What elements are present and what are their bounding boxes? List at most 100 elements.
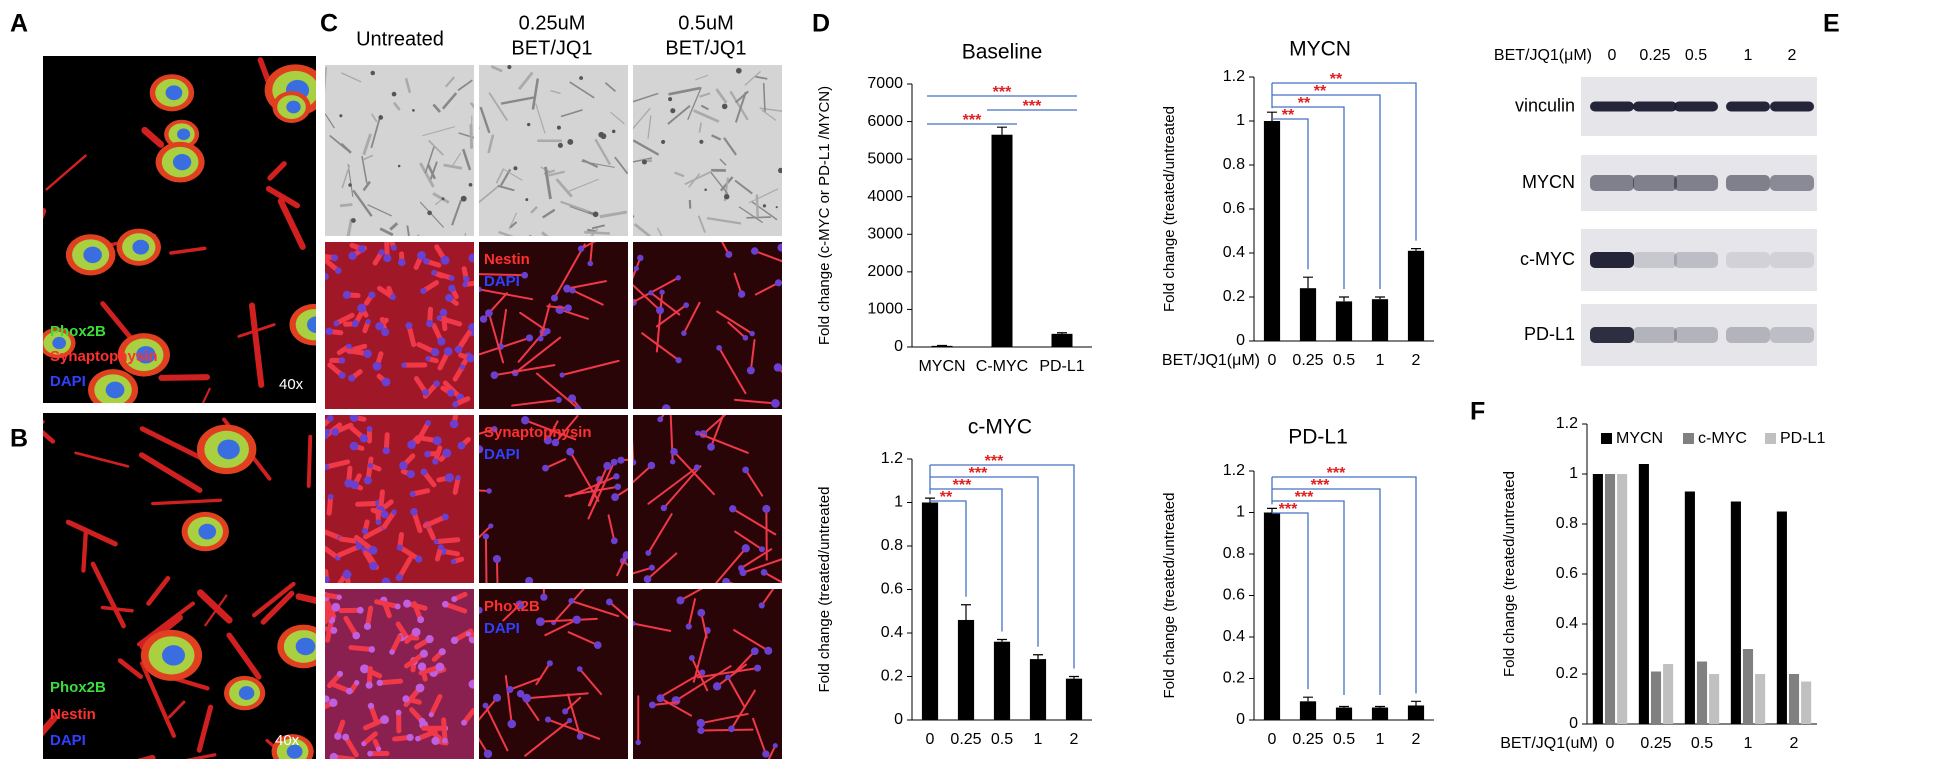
stain-label: Synaptophysin [484, 424, 592, 441]
cell-process [690, 656, 709, 692]
nucleus [466, 354, 474, 363]
cell-outline [560, 200, 589, 213]
nucleus [423, 258, 430, 265]
nucleus [697, 726, 705, 735]
cell-process [580, 242, 596, 250]
nucleus [482, 533, 490, 540]
nucleus [430, 348, 440, 357]
cell-process [348, 645, 375, 652]
nucleus [378, 249, 385, 256]
cell-process [479, 524, 492, 539]
nucleus [406, 733, 414, 742]
cell-process [742, 558, 782, 574]
nucleus [559, 372, 565, 378]
nucleus [327, 493, 334, 500]
image-background [633, 589, 782, 759]
debris [557, 142, 563, 148]
nucleus [742, 335, 749, 341]
panel-label: E [1823, 10, 1840, 38]
blot-row-label: MYCN [1522, 172, 1575, 192]
nucleus [567, 717, 573, 724]
error-bar [1339, 296, 1349, 302]
nucleus [521, 271, 529, 279]
nucleus [746, 366, 755, 375]
nucleus [750, 247, 759, 255]
cell-process [504, 675, 513, 725]
nucleus [683, 302, 690, 308]
x-tick-label: 2 [1412, 352, 1421, 369]
x-tick-label: 0 [1606, 735, 1615, 752]
nucleus [367, 702, 375, 710]
nucleus [729, 505, 737, 513]
significance-bracket [1272, 118, 1309, 270]
nucleus [762, 504, 771, 513]
band [1590, 175, 1634, 191]
cell-process [333, 312, 355, 326]
nucleus [442, 737, 448, 744]
cell-outline [457, 79, 473, 92]
cell-outline [734, 179, 753, 195]
nucleus [342, 290, 351, 299]
nucleus [643, 575, 652, 583]
stain-label: Phox2B [50, 323, 106, 340]
cell-process [578, 668, 603, 696]
debris [775, 206, 778, 209]
nucleus [403, 599, 412, 608]
nucleus [419, 649, 428, 658]
nucleus [390, 244, 397, 251]
cell-process [325, 545, 341, 561]
nucleus [451, 596, 458, 603]
nucleus [659, 289, 665, 295]
nucleus [198, 523, 217, 540]
nucleus [675, 357, 682, 364]
band [1770, 101, 1814, 112]
bar [1776, 511, 1787, 724]
x-tick-label: 0 [1268, 352, 1277, 369]
cell-outline [700, 104, 709, 111]
cell-outline [711, 134, 722, 141]
nucleus [546, 660, 553, 667]
micrograph [43, 413, 316, 759]
nucleus [543, 436, 552, 445]
nucleus [432, 436, 442, 446]
stain-label: DAPI [484, 273, 520, 290]
nucleus [361, 528, 369, 535]
nucleus [356, 606, 364, 614]
nucleus [325, 272, 329, 280]
nucleus [577, 245, 585, 253]
nucleus [361, 741, 367, 747]
x-tick-label: 0.25 [1292, 731, 1323, 748]
debris [735, 67, 742, 74]
x-tick-label: 1 [1744, 735, 1753, 752]
nucleus [544, 716, 552, 723]
neurite [81, 530, 88, 573]
x-tick-label: 2 [1412, 731, 1421, 748]
lane-label: 0 [1608, 47, 1617, 64]
neurite [196, 589, 233, 624]
nucleus [754, 664, 762, 672]
dose-label: BET/JQ1(μM) [1494, 47, 1592, 64]
band [1674, 175, 1718, 191]
cell-outline [548, 170, 565, 177]
nucleus [380, 510, 389, 519]
cell-outline [363, 154, 374, 161]
nucleus [771, 399, 780, 408]
nucleus [648, 701, 656, 709]
nucleus [486, 488, 492, 494]
micrograph [325, 65, 474, 236]
panel-label: D [812, 10, 830, 38]
cell-outline [698, 122, 703, 133]
cell-outline [444, 76, 455, 88]
lane-label: 0.5 [1685, 47, 1707, 64]
nucleus [342, 570, 352, 579]
y-tick-label: 0 [894, 711, 903, 728]
cell-outline [633, 92, 659, 103]
cell-process [524, 719, 571, 757]
cell-outline [389, 222, 399, 231]
nucleus [606, 598, 613, 606]
nucleus [506, 685, 514, 694]
x-tick-label: 2 [1070, 731, 1079, 748]
y-tick-label: 0.4 [881, 624, 903, 641]
cell-outline [541, 231, 549, 236]
